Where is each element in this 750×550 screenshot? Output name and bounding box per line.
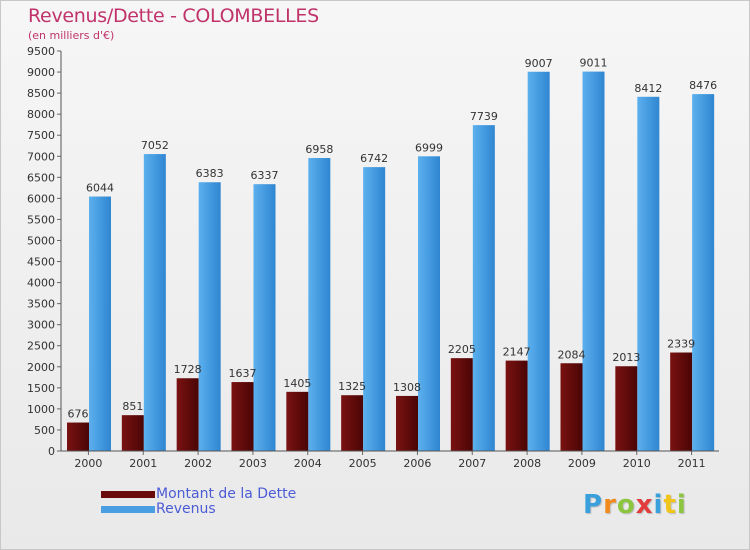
x-tick-label: 2004 [294, 457, 322, 470]
proxiti-logo: Proxiti [583, 490, 687, 520]
x-tick-label: 2000 [74, 457, 102, 470]
y-tick-label: 500 [34, 424, 55, 437]
y-tick-label: 5000 [27, 234, 55, 247]
y-tick-label: 8500 [27, 87, 55, 100]
y-tick-label: 7000 [27, 150, 55, 163]
bar-revenus [692, 94, 715, 452]
data-label: 2013 [612, 351, 640, 364]
x-tick-label: 2003 [239, 457, 267, 470]
logo-letter: i [676, 490, 687, 520]
x-tick-label: 2005 [349, 457, 377, 470]
data-label: 2205 [448, 343, 476, 356]
y-tick-label: 1000 [27, 403, 55, 416]
data-label: 6958 [305, 143, 333, 156]
data-label: 6044 [86, 182, 114, 195]
legend-swatch-dette [101, 491, 155, 498]
bar-revenus [418, 156, 440, 451]
x-tick-label: 2002 [184, 457, 212, 470]
data-label: 6742 [360, 152, 388, 165]
labels-layer: 676 6044 851 7052 1728 6383 1637 6337 1405 6958 13… [68, 57, 718, 421]
data-label: 7052 [141, 139, 169, 152]
bar-revenus [637, 96, 660, 452]
bar-revenus [308, 158, 331, 451]
bar-dette [560, 363, 583, 451]
data-label: 1728 [174, 363, 202, 376]
bar-revenus [198, 182, 221, 451]
bar-revenus [472, 125, 495, 451]
y-tick-label: 1500 [27, 382, 55, 395]
y-tick-label: 9000 [27, 66, 55, 79]
logo-letter: t [663, 490, 677, 520]
data-label: 6337 [251, 169, 279, 182]
data-label: 2084 [558, 348, 586, 361]
data-label: 8476 [689, 79, 717, 92]
data-label: 851 [122, 400, 143, 413]
y-tick-label: 6500 [27, 171, 55, 184]
y-tick-label: 2500 [27, 340, 55, 353]
data-label: 9007 [525, 57, 553, 70]
y-tick-label: 0 [48, 445, 55, 458]
bar-dette [121, 415, 144, 451]
logo-letter: o [616, 490, 636, 520]
data-label: 9011 [580, 57, 608, 70]
bar-dette [231, 382, 254, 451]
logo-letter: x [635, 490, 654, 520]
bar-dette [615, 366, 638, 451]
data-label: 1637 [229, 367, 257, 380]
y-tick-label: 7500 [27, 129, 55, 142]
bar-dette [67, 422, 89, 451]
x-tick-label: 2010 [623, 457, 651, 470]
y-tick-label: 6000 [27, 192, 55, 205]
bar-dette [670, 352, 693, 451]
x-tick-label: 2006 [403, 457, 431, 470]
bar-revenus [253, 184, 276, 451]
x-tick-label: 2009 [568, 457, 596, 470]
axis-layer: 0 500 1000 1500 2000 2500 3000 3500 4000 4500 5000… [27, 45, 719, 470]
data-label: 1308 [393, 381, 421, 394]
bar-dette [176, 378, 199, 451]
logo-letter: i [653, 490, 664, 520]
chart-subtitle: (en milliers d'€) [28, 29, 115, 42]
bar-dette [450, 358, 473, 451]
bar-dette [505, 360, 528, 451]
logo-letter: r [603, 490, 617, 520]
data-label: 8412 [634, 82, 662, 95]
x-tick-label: 2001 [129, 457, 157, 470]
data-label: 6383 [196, 167, 224, 180]
bar-dette [341, 395, 364, 451]
bar-revenus [363, 167, 386, 451]
data-label: 2147 [503, 346, 531, 359]
y-tick-label: 8000 [27, 108, 55, 121]
data-label: 6999 [415, 141, 443, 154]
y-tick-label: 9500 [27, 45, 55, 58]
y-tick-label: 2000 [27, 361, 55, 374]
data-label: 676 [68, 408, 89, 421]
y-tick-label: 3000 [27, 319, 55, 332]
y-tick-label: 4000 [27, 277, 55, 290]
data-label: 1325 [338, 380, 366, 393]
data-label: 7739 [470, 110, 498, 123]
y-tick-label: 5500 [27, 213, 55, 226]
chart-title: Revenus/Dette - COLOMBELLES [28, 5, 319, 27]
bar-revenus [527, 71, 550, 451]
x-tick-label: 2007 [458, 457, 486, 470]
legend-swatch-revenus [101, 506, 155, 513]
bar-revenus [89, 196, 111, 451]
y-tick-label: 4500 [27, 256, 55, 269]
bars-layer [67, 71, 715, 452]
x-tick-label: 2008 [513, 457, 541, 470]
legend-label-dette: Montant de la Dette [156, 486, 297, 502]
y-tick-label: 3500 [27, 298, 55, 311]
legend-label-revenus: Revenus [156, 501, 216, 517]
bar-revenus [143, 154, 166, 452]
x-tick-label: 2011 [678, 457, 706, 470]
bar-revenus [582, 71, 605, 451]
bar-dette [396, 395, 418, 451]
logo-letter: P [583, 490, 604, 520]
data-label: 1405 [283, 377, 311, 390]
bar-dette [286, 391, 309, 451]
data-label: 2339 [667, 338, 695, 351]
